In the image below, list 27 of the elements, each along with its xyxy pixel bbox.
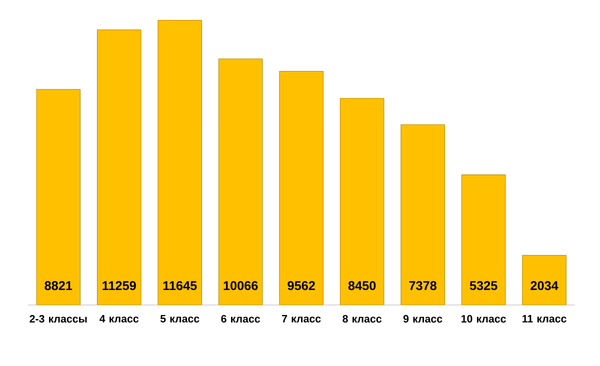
bar bbox=[279, 70, 324, 305]
bar bbox=[218, 58, 263, 305]
bar bbox=[400, 124, 445, 305]
data-label: 11259 bbox=[102, 281, 136, 290]
bar bbox=[96, 29, 142, 305]
bar bbox=[340, 98, 384, 305]
bar bbox=[461, 174, 506, 305]
data-label: 8450 bbox=[348, 281, 376, 290]
bar bbox=[522, 254, 566, 305]
x-tick-label: 9 класс bbox=[403, 315, 442, 323]
data-label: 2034 bbox=[530, 281, 558, 290]
data-label: 11645 bbox=[163, 281, 197, 290]
x-tick-label: 10 класс bbox=[461, 315, 506, 323]
bar bbox=[158, 20, 202, 305]
x-tick-label: 11 класс bbox=[522, 315, 566, 322]
x-tick-label: 5 класс bbox=[160, 315, 200, 322]
x-tick-label: 8 класс bbox=[342, 315, 382, 323]
x-tick-label: 7 класс bbox=[282, 315, 321, 322]
data-label: 8821 bbox=[44, 281, 72, 290]
data-label: 7378 bbox=[409, 281, 436, 290]
x-tick-label: 4 класс bbox=[100, 315, 139, 322]
data-label: 10066 bbox=[224, 281, 258, 290]
bar bbox=[36, 89, 81, 305]
data-label: 9562 bbox=[288, 281, 315, 290]
x-tick-label: 2-3 классы bbox=[30, 315, 87, 323]
x-tick-label: 6 класс bbox=[221, 315, 260, 323]
data-label: 5325 bbox=[470, 281, 498, 290]
